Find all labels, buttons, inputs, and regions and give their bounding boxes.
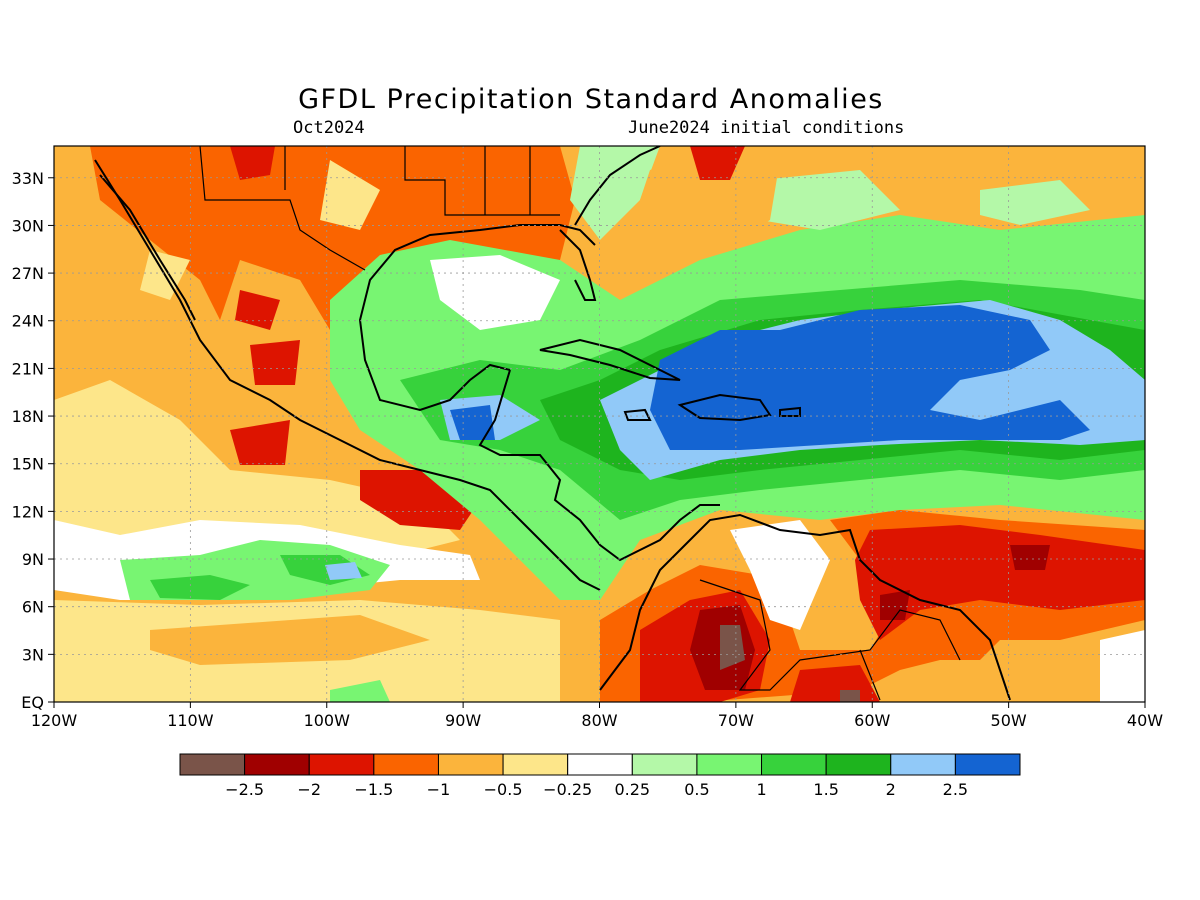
y-tick-label: 9N: [22, 550, 44, 569]
colorbar-swatch: [373, 753, 439, 776]
field-blue-caribbean: [450, 305, 1090, 450]
coast-florida: [559, 229, 597, 301]
colorbar-swatch: [244, 753, 310, 776]
x-tick-label: 110W: [167, 711, 214, 730]
colorbar-swatch: [631, 753, 698, 776]
field-orange-south-pacific: [150, 615, 430, 665]
colorbar-swatch: [179, 753, 246, 776]
field-orange-north-mexico: [90, 146, 575, 330]
field-red-north: [230, 146, 300, 465]
valid-month-label: Oct2024: [293, 118, 365, 138]
coastlines: [94, 146, 1011, 701]
colorbar: −2.5 −2 −1.5 −1 −0.5 −0.25 0.25 0.5 1 1.5 2 2.5: [179, 753, 1021, 799]
colorbar-swatch: [437, 753, 504, 776]
y-tick-label: 21N: [12, 359, 44, 378]
grid: [54, 146, 1145, 702]
colorbar-label: −0.25: [543, 780, 592, 799]
coast-south-america: [599, 513, 1011, 701]
field-white-caribbean-south: [730, 520, 1145, 702]
y-tick-label: 6N: [22, 598, 44, 617]
y-axis: EQ 3N 6N 9N 12N 15N 18N 21N 24N 27N 30N 33N: [12, 169, 54, 712]
x-axis: 120W 110W 100W 90W 80W 70W 60W 50W 40W: [31, 702, 1163, 730]
field-darkred-south-america: [690, 545, 1050, 690]
colorbar-label: −2: [297, 780, 321, 799]
x-tick-label: 90W: [445, 711, 481, 730]
y-tick-label: 27N: [12, 264, 44, 283]
colorbar-label: 0.5: [684, 780, 709, 799]
y-tick-label: EQ: [21, 693, 44, 712]
colorbar-label: −2.5: [225, 780, 264, 799]
field-lightgreen-atlantic: [570, 146, 1090, 240]
field-yellow-north: [140, 160, 380, 300]
field-brown-south-america: [720, 625, 860, 702]
y-tick-label: 12N: [12, 502, 44, 521]
y-tick-label: 30N: [12, 216, 44, 235]
y-tick-label: 18N: [12, 407, 44, 426]
colorbar-swatch: [502, 753, 569, 776]
colorbar-label: −1: [427, 780, 451, 799]
coast-cuba: [539, 338, 681, 381]
borders-south-america: [699, 579, 961, 701]
x-tick-label: 80W: [581, 711, 617, 730]
colorbar-swatch: [954, 753, 1021, 776]
colorbar-label: 1: [756, 780, 766, 799]
y-tick-label: 15N: [12, 455, 44, 474]
y-tick-label: 24N: [12, 312, 44, 331]
field-lightblue-pacific: [325, 562, 362, 580]
colorbar-swatch: [308, 753, 375, 776]
field-yellow-pacific: [54, 380, 460, 560]
coast-hispaniola: [677, 393, 772, 422]
field-red-atlantic: [690, 146, 745, 180]
colorbar-label: 0.25: [614, 780, 650, 799]
colorbar-swatch: [890, 753, 956, 776]
colorbar-swatch: [696, 753, 763, 776]
coast-baja: [99, 174, 196, 321]
x-tick-label: 120W: [31, 711, 78, 730]
coast-pacific-mexico: [94, 159, 601, 591]
field-white-gulf: [430, 255, 560, 330]
coast-gulf: [358, 224, 596, 412]
coast-yucatan-central-america: [478, 369, 720, 562]
colorbar-label: 2.5: [943, 780, 968, 799]
x-tick-label: 40W: [1127, 711, 1163, 730]
x-tick-label: 60W: [854, 711, 890, 730]
field-midgreen-pacific: [150, 555, 370, 600]
coast-us-east: [574, 146, 661, 226]
y-tick-label: 33N: [12, 169, 44, 188]
coast-jamaica: [623, 408, 652, 421]
y-tick-label: 3N: [22, 645, 44, 664]
colorbar-label: −1.5: [354, 780, 393, 799]
colorbar-label: 2: [886, 780, 896, 799]
borders-us-mexico: [199, 146, 560, 271]
colorbar-swatch: [825, 753, 892, 776]
chart-title: GFDL Precipitation Standard Anomalies: [298, 84, 884, 115]
colorbar-label: 1.5: [813, 780, 838, 799]
colorbar-swatch: [567, 753, 633, 776]
x-tick-label: 70W: [718, 711, 754, 730]
colorbar-swatch: [761, 753, 827, 776]
colorbar-label: −0.5: [484, 780, 523, 799]
anomaly-field: [54, 146, 1145, 702]
field-orange-atlantic: [640, 146, 1060, 250]
x-tick-label: 100W: [304, 711, 351, 730]
initial-conditions-label: June2024 initial conditions: [628, 118, 905, 138]
x-tick-label: 50W: [991, 711, 1027, 730]
field-green-panama: [330, 680, 390, 702]
